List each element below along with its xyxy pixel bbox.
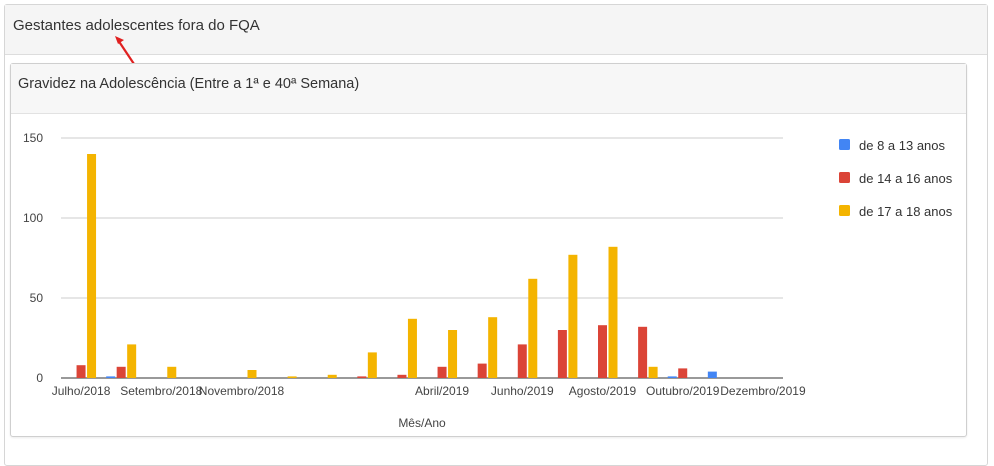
bar bbox=[437, 366, 447, 378]
bar bbox=[598, 325, 607, 378]
bar bbox=[707, 371, 717, 378]
chart-title: Gravidez na Adolescência (Entre a 1ª e 4… bbox=[18, 76, 360, 92]
x-tick-label: Junho/2019 bbox=[491, 384, 554, 398]
bar-chart: 0 50 100 150 Julho/2018 Setembro/2018Novembro… bbox=[23, 131, 953, 430]
panel-header: Gestantes adolescentes fora do FQA bbox=[5, 5, 987, 55]
bar bbox=[367, 352, 377, 378]
chart-card: Gravidez na Adolescência (Entre a 1ª e 4… bbox=[10, 63, 967, 437]
y-tick-label: 150 bbox=[23, 131, 43, 145]
legend-label: de 8 a 13 anos bbox=[859, 138, 946, 153]
x-tick-label: Outubro/2019 bbox=[646, 384, 720, 398]
bar bbox=[648, 366, 658, 378]
bar bbox=[528, 278, 538, 378]
bar bbox=[517, 344, 527, 378]
x-tick-label: Dezembro/2019 bbox=[720, 384, 806, 398]
legend-label: de 17 a 18 anos bbox=[859, 204, 953, 219]
bar bbox=[667, 376, 677, 378]
panel-title: Gestantes adolescentes fora do FQA bbox=[13, 17, 260, 34]
bar bbox=[568, 254, 578, 378]
bar bbox=[106, 376, 116, 378]
bar bbox=[167, 366, 177, 378]
bar bbox=[488, 317, 498, 378]
bar bbox=[76, 365, 86, 378]
bar bbox=[327, 374, 337, 378]
y-tick-label: 50 bbox=[30, 291, 44, 305]
legend-label: de 14 a 16 anos bbox=[859, 171, 953, 186]
legend-swatch bbox=[839, 139, 850, 150]
bar bbox=[608, 246, 618, 378]
bar bbox=[557, 330, 567, 378]
bar bbox=[448, 330, 458, 378]
y-tick-label: 0 bbox=[36, 371, 43, 385]
annotation-arrow-icon bbox=[115, 36, 135, 65]
x-tick-label: Setembro/2018 bbox=[120, 384, 202, 398]
chart-card-header: Gravidez na Adolescência (Entre a 1ª e 4… bbox=[11, 64, 966, 114]
legend-swatch bbox=[839, 172, 850, 183]
bar bbox=[116, 366, 126, 378]
bar bbox=[477, 363, 487, 378]
x-tick-label: Abril/2019 bbox=[415, 384, 469, 398]
x-tick-label: Agosto/2019 bbox=[569, 384, 637, 398]
x-tick-label: Novembro/2018 bbox=[199, 384, 285, 398]
legend-swatch bbox=[839, 205, 850, 216]
x-tick-label: Julho/2018 bbox=[52, 384, 111, 398]
bar bbox=[678, 368, 688, 378]
x-axis-title: Mês/Ano bbox=[398, 416, 446, 430]
bar bbox=[357, 376, 367, 378]
bar bbox=[638, 326, 648, 378]
bar bbox=[247, 370, 257, 378]
bar bbox=[127, 344, 137, 378]
y-tick-label: 100 bbox=[23, 211, 43, 225]
bar bbox=[87, 154, 97, 378]
bar bbox=[407, 318, 417, 378]
bar bbox=[397, 374, 407, 378]
bar bbox=[287, 376, 297, 378]
